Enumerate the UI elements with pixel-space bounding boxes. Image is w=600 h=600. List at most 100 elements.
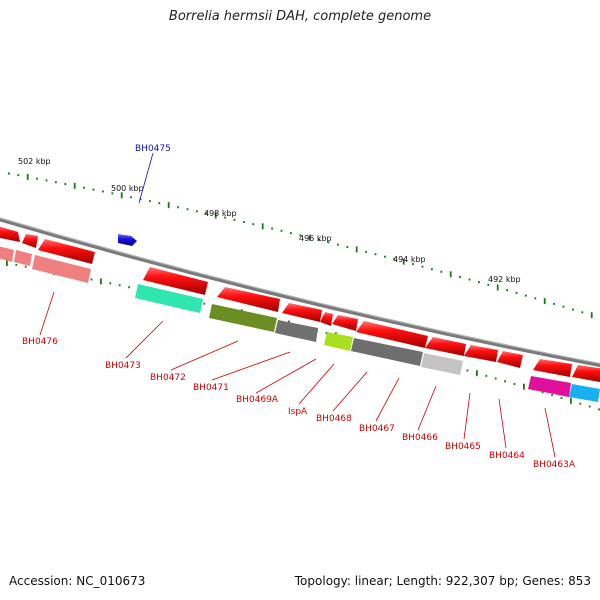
scale-minor-tick bbox=[384, 255, 386, 258]
scale-minor-tick bbox=[581, 311, 584, 314]
scale-minor-tick bbox=[177, 206, 179, 209]
scale-minor-tick bbox=[17, 174, 20, 177]
scale-minor-tick bbox=[280, 229, 283, 232]
gene-label-bh0471[interactable]: BH0471 bbox=[193, 383, 229, 393]
scale-major-tick bbox=[355, 246, 358, 253]
scale-minor-tick bbox=[412, 263, 414, 266]
scale-minor-tick bbox=[374, 253, 377, 256]
gene-label-bh0467[interactable]: BH0467 bbox=[359, 424, 395, 434]
gene-label-bh0463a[interactable]: BH0463A bbox=[533, 460, 576, 470]
gene-label-bh0465[interactable]: BH0465 bbox=[445, 442, 481, 452]
scale-minor-tick bbox=[431, 268, 433, 271]
cds-salmon-2[interactable] bbox=[32, 255, 91, 283]
gene-arrow-bh0476a[interactable] bbox=[0, 226, 20, 242]
scale-major-tick bbox=[543, 298, 546, 305]
gene-arrow-ispa[interactable] bbox=[332, 315, 358, 331]
scale-minor-tick bbox=[102, 190, 104, 193]
scale-minor-tick bbox=[233, 218, 236, 221]
scale-minor-tick bbox=[506, 289, 508, 292]
scale-minor-tick bbox=[196, 210, 198, 213]
gene-label-bh0475[interactable]: BH0475 bbox=[135, 144, 171, 154]
genome-backbone bbox=[0, 217, 600, 368]
lower-major-tick bbox=[476, 370, 478, 377]
gene-arrow-bh0476c[interactable] bbox=[38, 239, 95, 264]
gene-arrow-bh0476b[interactable] bbox=[22, 234, 38, 248]
scale-major-tick bbox=[167, 202, 170, 209]
scale-minor-tick bbox=[290, 232, 292, 235]
cds-salmon-1[interactable] bbox=[0, 246, 14, 262]
scale-major-tick bbox=[449, 271, 452, 278]
gene-label-bh0473[interactable]: BH0473 bbox=[105, 361, 141, 371]
lower-major-tick bbox=[570, 397, 572, 404]
gene-arrow-bh0475[interactable] bbox=[118, 234, 137, 246]
gene-arrow-bh0463a[interactable] bbox=[572, 365, 600, 383]
gene-arrow-bh0467[interactable] bbox=[425, 337, 466, 356]
gene-arrow-bh0471[interactable] bbox=[282, 303, 322, 322]
scale-label-500kbp: 500 kbp bbox=[111, 184, 144, 193]
gene-arrow-bh0466[interactable] bbox=[464, 345, 498, 362]
scale-minor-tick bbox=[55, 181, 57, 184]
scale-major-tick bbox=[214, 212, 217, 219]
lower-major-tick bbox=[100, 278, 102, 285]
reverse-leader-lines bbox=[39, 291, 556, 458]
scale-major-tick bbox=[496, 284, 499, 291]
scale-major-tick bbox=[402, 258, 405, 265]
scale-minor-tick bbox=[346, 246, 349, 249]
gene-label-bh0469a[interactable]: BH0469A bbox=[236, 395, 279, 405]
scale-minor-tick bbox=[318, 238, 320, 241]
scale-minor-tick bbox=[562, 305, 565, 308]
gene-arrow-bh0468[interactable] bbox=[356, 321, 428, 348]
scale-label-496kbp: 496 kbp bbox=[299, 234, 332, 243]
cds-lime[interactable] bbox=[324, 332, 353, 351]
scale-minor-tick bbox=[8, 172, 10, 175]
scale-minor-tick bbox=[327, 241, 330, 244]
reverse-strand-gene-arrows bbox=[0, 226, 600, 383]
scale-minor-tick bbox=[515, 291, 518, 294]
cds-magenta[interactable] bbox=[528, 376, 571, 397]
cds-olive[interactable] bbox=[209, 304, 277, 332]
scale-minor-tick bbox=[252, 223, 255, 226]
gene-arrow-bh0465[interactable] bbox=[497, 351, 523, 368]
gene-label-bh0464[interactable]: BH0464 bbox=[489, 451, 525, 461]
cds-light-gray[interactable] bbox=[421, 353, 463, 375]
lower-minor-tick bbox=[24, 265, 27, 268]
lower-minor-tick bbox=[466, 369, 469, 372]
lower-minor-tick bbox=[203, 302, 206, 305]
cds-teal[interactable] bbox=[135, 284, 203, 313]
gene-label-ispa[interactable]: IspA bbox=[288, 407, 308, 417]
gene-label-bh0472[interactable]: BH0472 bbox=[150, 373, 186, 383]
scale-minor-tick bbox=[36, 177, 38, 180]
scale-minor-tick bbox=[337, 243, 339, 246]
lower-minor-tick bbox=[118, 284, 121, 287]
scale-minor-tick bbox=[92, 188, 95, 191]
lower-minor-tick bbox=[541, 391, 544, 394]
scale-minor-tick bbox=[139, 198, 142, 201]
gene-arrow-bh0464[interactable] bbox=[533, 359, 572, 377]
genome-summary-text: Topology: linear; Length: 922,307 bp; Ge… bbox=[294, 574, 591, 588]
cds-dark-gray-1[interactable] bbox=[275, 320, 318, 342]
gene-label-bh0466[interactable]: BH0466 bbox=[402, 433, 438, 443]
cds-salmon-1b[interactable] bbox=[14, 250, 32, 266]
lower-minor-tick bbox=[551, 394, 553, 397]
cds-dark-gray-2[interactable] bbox=[351, 338, 423, 366]
scale-minor-tick bbox=[534, 297, 537, 300]
lower-minor-tick bbox=[325, 331, 328, 334]
scale-minor-tick bbox=[525, 294, 527, 297]
map-title: Borrelia hermsii DAH, complete genome bbox=[168, 9, 432, 24]
lower-minor-tick bbox=[579, 402, 582, 405]
gene-arrow-bh0469a[interactable] bbox=[320, 312, 333, 326]
lower-major-tick bbox=[6, 260, 8, 267]
gene-arrow-bh0472[interactable] bbox=[217, 287, 280, 312]
cds-sky-blue[interactable] bbox=[569, 384, 600, 402]
scale-major-tick bbox=[308, 234, 311, 241]
gene-label-bh0476[interactable]: BH0476 bbox=[22, 337, 58, 347]
gene-label-bh0468[interactable]: BH0468 bbox=[316, 414, 352, 424]
scale-minor-tick bbox=[440, 270, 443, 273]
gene-arrow-bh0473[interactable] bbox=[143, 267, 208, 295]
scale-minor-tick bbox=[111, 192, 114, 195]
lower-minor-tick bbox=[504, 380, 506, 383]
scale-minor-tick bbox=[478, 281, 480, 284]
leader-line-bh0475 bbox=[138, 152, 154, 204]
lower-minor-tick bbox=[485, 374, 488, 377]
